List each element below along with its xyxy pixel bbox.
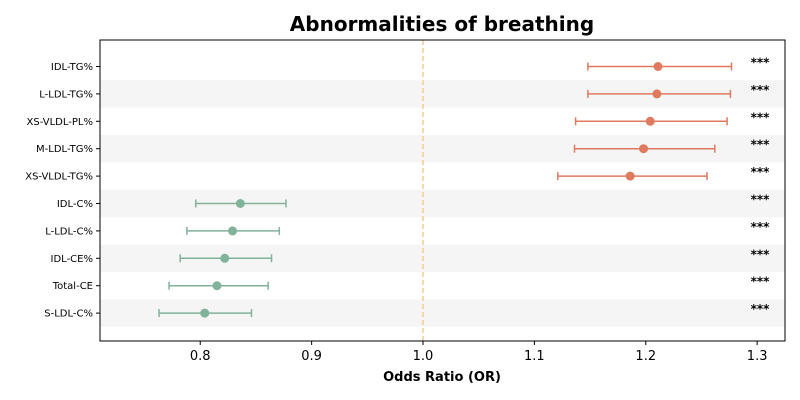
data-row: M-LDL-TG% *** [36, 138, 770, 156]
data-row: IDL-CE% *** [51, 247, 771, 265]
data-row: XS-VLDL-PL% *** [27, 110, 771, 128]
data-row: L-LDL-C% *** [45, 220, 770, 238]
x-tick-label: 0.9 [301, 349, 322, 364]
plot-frame [99, 39, 786, 342]
y-tick-label: XS-VLDL-PL% [27, 117, 93, 128]
data-rows: IDL-TG% ***L-LDL-TG% ***XS-VLDL-PL% ***M-LD… [25, 56, 770, 320]
significance-label: *** [751, 302, 771, 316]
data-row: IDL-C% *** [57, 193, 770, 211]
data-row: L-LDL-TG% *** [39, 83, 770, 101]
or-point [212, 281, 222, 291]
y-tick-label: Total-CE [52, 281, 93, 292]
x-tick-label: 1.1 [524, 349, 545, 364]
y-tick-label: S-LDL-C% [44, 309, 93, 320]
x-axis-ticks: 0.8 0.9 1.0 1.1 1.2 1.3 [190, 341, 768, 364]
data-row: S-LDL-C% *** [44, 302, 770, 320]
or-point [653, 62, 663, 71]
or-point [652, 89, 662, 99]
y-tick-label: L-LDL-C% [45, 226, 93, 237]
significance-label: *** [751, 83, 771, 97]
significance-label: *** [751, 56, 771, 70]
x-axis-label: Odds Ratio (OR) [383, 370, 501, 385]
significance-label: *** [751, 110, 771, 124]
y-tick-label: XS-VLDL-TG% [25, 172, 93, 183]
or-point [235, 199, 245, 208]
data-row: Total-CE *** [52, 275, 770, 293]
x-tick-label: 1.0 [413, 349, 434, 364]
or-point [639, 144, 649, 154]
significance-label: *** [751, 138, 771, 152]
y-tick-label: IDL-CE% [51, 254, 93, 265]
or-point [228, 226, 238, 236]
or-point [220, 253, 230, 263]
significance-label: *** [751, 165, 771, 179]
x-tick-label: 1.2 [635, 349, 656, 364]
x-tick-label: 1.3 [747, 349, 768, 364]
or-point [645, 116, 655, 126]
x-tick-label: 0.8 [190, 349, 211, 364]
or-point [625, 171, 635, 181]
data-row: IDL-TG% *** [51, 56, 770, 74]
data-row: XS-VLDL-TG% *** [25, 165, 770, 183]
significance-label: *** [751, 247, 771, 261]
y-tick-label: IDL-TG% [51, 62, 93, 73]
significance-label: *** [751, 220, 771, 234]
significance-label: *** [751, 275, 771, 289]
significance-label: *** [751, 193, 771, 207]
or-point [200, 308, 210, 318]
y-tick-label: M-LDL-TG% [36, 144, 93, 155]
y-tick-label: L-LDL-TG% [39, 89, 93, 100]
chart-title: Abnormalities of breathing [290, 12, 594, 36]
y-tick-label: IDL-C% [57, 199, 93, 210]
